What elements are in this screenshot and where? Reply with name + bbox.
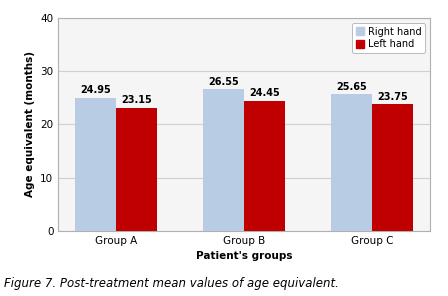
X-axis label: Patient's groups: Patient's groups — [196, 251, 293, 261]
Text: 23.75: 23.75 — [377, 92, 408, 102]
Bar — [75, 98, 116, 231]
Y-axis label: Age equivalent (months): Age equivalent (months) — [25, 51, 34, 197]
Text: 24.95: 24.95 — [80, 85, 111, 95]
Bar — [372, 104, 413, 231]
Bar — [244, 101, 285, 231]
Text: 24.45: 24.45 — [249, 88, 280, 98]
Bar — [331, 94, 372, 231]
Text: 25.65: 25.65 — [336, 82, 367, 91]
Bar — [116, 107, 157, 231]
Text: 26.55: 26.55 — [208, 77, 239, 87]
Legend: Right hand, Left hand: Right hand, Left hand — [352, 22, 425, 53]
Text: 23.15: 23.15 — [121, 95, 152, 105]
Text: Figure 7. Post-treatment mean values of age equivalent.: Figure 7. Post-treatment mean values of … — [4, 277, 339, 290]
Bar — [203, 89, 244, 231]
